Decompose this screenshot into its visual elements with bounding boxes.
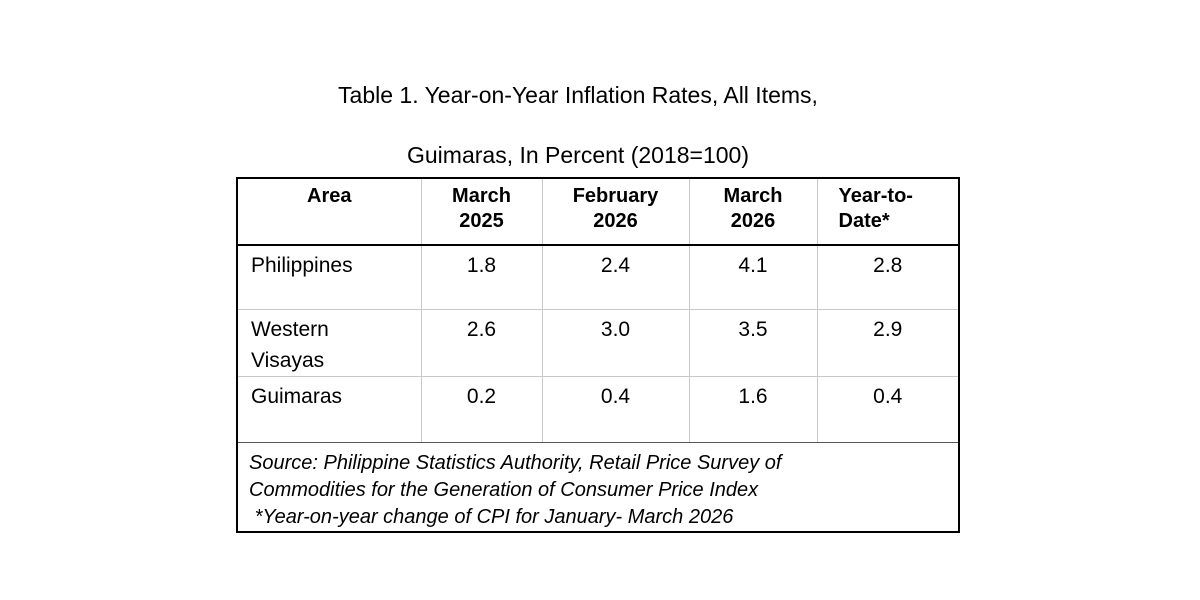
value-cell: 0.4: [816, 375, 960, 443]
source-note: Source: Philippine Statistics Authority,…: [236, 441, 960, 532]
value-cell: 4.1: [688, 244, 818, 310]
area-cell: Western Visayas: [236, 308, 422, 377]
value-cell: 1.8: [420, 244, 543, 310]
header-cell-year-to-date: Year-to- Date*: [816, 178, 960, 246]
value-cell: 2.9: [816, 308, 960, 377]
value-cell: 1.6: [688, 375, 818, 443]
table-row-guimaras: Guimaras 0.2 0.4 1.6 0.4: [236, 375, 960, 443]
value-cell: 2.8: [816, 244, 960, 310]
header-cell-february-2026: February 2026: [541, 178, 690, 246]
value-cell: 2.4: [541, 244, 690, 310]
value-cell: 0.4: [541, 375, 690, 443]
value-cell: 0.2: [420, 375, 543, 443]
table-row-philippines: Philippines 1.8 2.4 4.1 2.8: [236, 244, 960, 310]
table-row-western-visayas: Western Visayas 2.6 3.0 3.5 2.9: [236, 308, 960, 377]
header-cell-march-2026: March 2026: [688, 178, 818, 246]
value-cell: 3.0: [541, 308, 690, 377]
area-cell: Philippines: [236, 244, 422, 310]
value-cell: 3.5: [688, 308, 818, 377]
header-cell-area: Area: [236, 178, 422, 246]
source-note-row: Source: Philippine Statistics Authority,…: [236, 441, 960, 532]
table-title-line2: Guimaras, In Percent (2018=100): [407, 142, 749, 168]
value-cell: 2.6: [420, 308, 543, 377]
table-title: Table 1. Year-on-Year Inflation Rates, A…: [0, 80, 1156, 170]
inflation-table: Area March 2025 February 2026 March 2026…: [236, 177, 960, 533]
header-row: Area March 2025 February 2026 March 2026…: [236, 178, 960, 246]
table-title-line1: Table 1. Year-on-Year Inflation Rates, A…: [338, 82, 818, 108]
header-cell-march-2025: March 2025: [420, 178, 543, 246]
inflation-table-wrapper: Area March 2025 February 2026 March 2026…: [236, 177, 960, 533]
area-cell: Guimaras: [236, 375, 422, 443]
